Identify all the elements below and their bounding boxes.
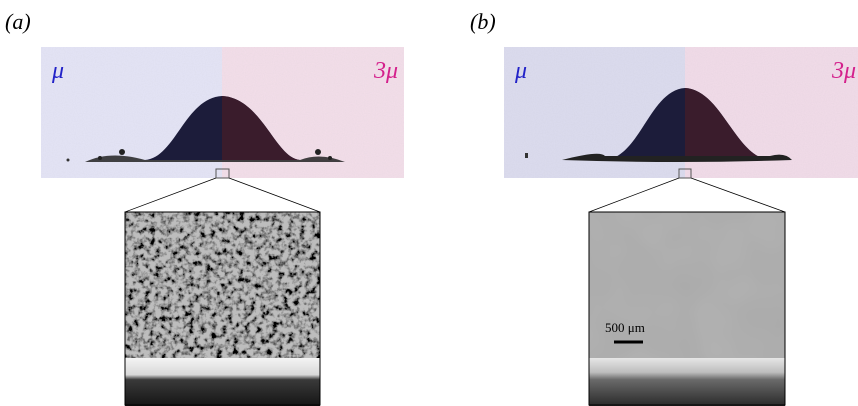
viscosity-label: μ (514, 58, 527, 84)
viscosity-label: 3μ (373, 58, 398, 84)
viscosity-label: 3μ (831, 58, 856, 84)
viscosity-label: μ (51, 58, 64, 84)
zoom-image (125, 212, 320, 406)
drop-image (41, 47, 404, 178)
drop-image (504, 47, 858, 178)
zoom-image (589, 212, 785, 406)
panel-label: (b) (470, 9, 496, 34)
panel-label: (a) (5, 9, 31, 34)
scale-bar-label: 500 μm (605, 320, 645, 335)
figure: (a) μ 3μ (b) μ 3μ 500 μm (0, 0, 858, 406)
